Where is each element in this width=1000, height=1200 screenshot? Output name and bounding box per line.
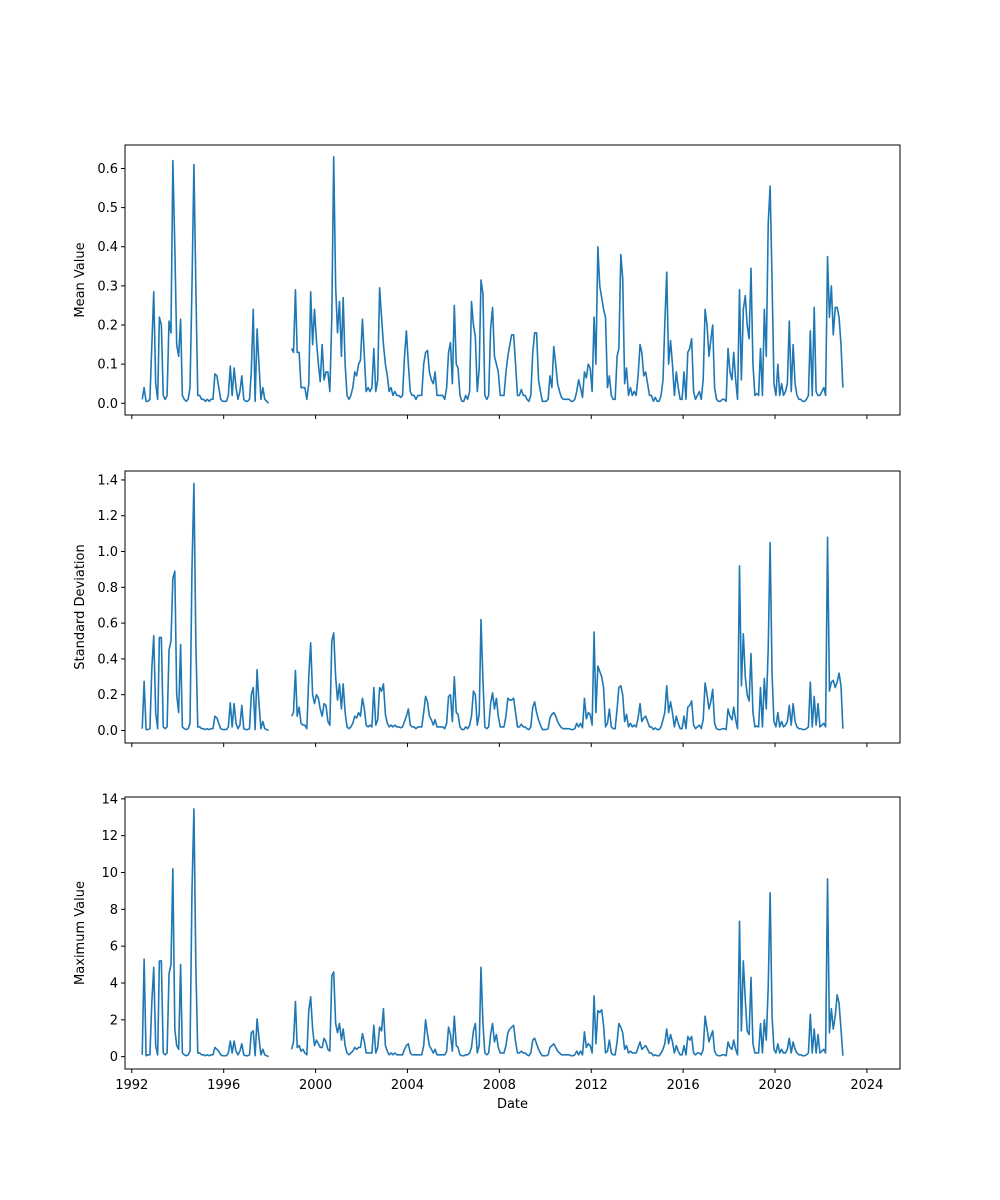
series-line-segment-1 xyxy=(141,808,269,1058)
series-line-segment-2 xyxy=(290,155,844,403)
axes-frame xyxy=(124,144,901,416)
x-tick-label: 2004 xyxy=(391,1078,424,1093)
x-tick-label: 1996 xyxy=(207,1078,240,1093)
y-tick-label: 0.4 xyxy=(97,240,118,255)
x-tick-label: 2008 xyxy=(483,1078,516,1093)
y-axis-label: Standard Deviation xyxy=(73,544,88,669)
y-tick-label: 0.2 xyxy=(97,688,118,703)
y-tick-label: 8 xyxy=(110,903,118,918)
y-tick-label: 0.3 xyxy=(97,279,118,294)
y-tick-label: 0.2 xyxy=(97,319,118,334)
y-tick-label: 6 xyxy=(110,940,118,955)
y-tick-label: 1.0 xyxy=(97,545,118,560)
y-tick-label: 0.6 xyxy=(97,617,118,632)
y-axis-label: Mean Value xyxy=(73,242,88,317)
series-line-segment-2 xyxy=(290,536,844,731)
y-tick-label: 0.8 xyxy=(97,581,118,596)
x-tick-label: 2012 xyxy=(575,1078,608,1093)
y-tick-label: 0.1 xyxy=(97,358,118,373)
y-tick-label: 14 xyxy=(101,792,118,807)
x-axis-label: Date xyxy=(497,1097,528,1112)
y-tick-label: 0 xyxy=(110,1050,118,1065)
x-tick-label: 2016 xyxy=(667,1078,700,1093)
chart-panel-1: 0.0 0.1 0.2 0.3 0.4 0.5 0.6 Mean Value xyxy=(73,144,901,419)
axes-frame xyxy=(124,796,901,1070)
x-tick-label: 2024 xyxy=(850,1078,883,1093)
chart-panel-3: 0 2 4 6 8 10 12 14 1992 1996 2000 2004 2008 2012 2016 2… xyxy=(73,792,901,1112)
y-tick-label: 2 xyxy=(110,1013,118,1028)
x-tick-label: 1992 xyxy=(115,1078,148,1093)
x-tick-label: 2020 xyxy=(758,1078,791,1093)
y-tick-label: 0.6 xyxy=(97,162,118,177)
x-tick-label: 2000 xyxy=(299,1078,332,1093)
y-tick-label: 1.2 xyxy=(97,509,118,524)
y-tick-label: 12 xyxy=(101,829,118,844)
y-tick-label: 1.4 xyxy=(97,473,118,488)
y-tick-label: 0.0 xyxy=(97,724,118,739)
y-tick-label: 0.0 xyxy=(97,397,118,412)
y-tick-label: 0.4 xyxy=(97,652,118,667)
chart-panel-2: 0.0 0.2 0.4 0.6 0.8 1.0 1.2 1.4 Standard Deviati… xyxy=(73,470,901,747)
y-tick-label: 10 xyxy=(101,866,118,881)
series-line-segment-1 xyxy=(141,159,270,404)
y-tick-label: 0.5 xyxy=(97,201,118,216)
series-line-segment-1 xyxy=(141,482,269,732)
axes-frame xyxy=(124,470,901,744)
series-line-segment-2 xyxy=(290,878,844,1057)
y-tick-label: 4 xyxy=(110,976,118,991)
y-axis-label: Maximum Value xyxy=(73,881,88,985)
